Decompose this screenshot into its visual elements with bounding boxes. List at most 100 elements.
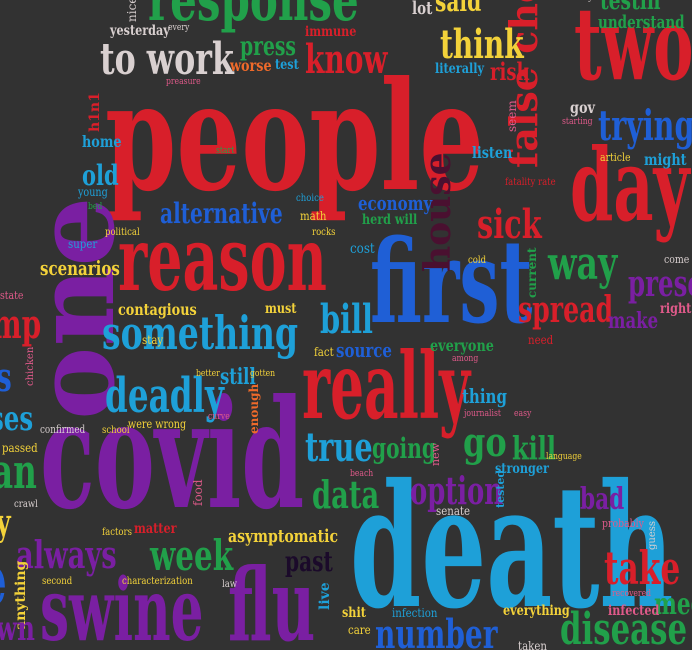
word-press: press: [240, 32, 296, 62]
word-starting: starting: [562, 117, 593, 127]
word-curve: curve: [208, 412, 230, 422]
word-passed: passed: [2, 441, 38, 455]
word-listen: listen: [472, 143, 513, 162]
word-trying: trying: [598, 101, 692, 150]
word-might: might: [644, 150, 687, 169]
word-contagious: contagious: [118, 300, 197, 319]
word-think: think: [440, 21, 524, 68]
word-immune: immune: [305, 24, 357, 40]
word-fragment-ses: ses: [0, 399, 34, 439]
word-always: always: [16, 532, 117, 577]
word-go: go: [463, 419, 507, 466]
word-beach: beach: [350, 469, 374, 479]
word-present: prese: [628, 263, 692, 305]
word-probably: probably: [602, 517, 644, 530]
word-deadly: deadly: [105, 368, 224, 424]
word-gotten: gotten: [250, 369, 276, 379]
word-understand: understand: [598, 12, 685, 33]
word-must: must: [265, 301, 297, 317]
word-first: first: [370, 215, 533, 350]
word-seem: seem: [505, 100, 519, 132]
word-chicken: chicken: [25, 346, 36, 386]
word-yesterday: yesterday: [110, 23, 170, 39]
word-med: med: [654, 587, 692, 622]
word-choice: choice: [296, 193, 324, 204]
word-test: test: [275, 57, 299, 73]
word-start: start: [216, 146, 235, 156]
word-characterization: characterization: [122, 576, 193, 587]
word-stay: stay: [142, 333, 164, 347]
word-fragment-mp: mp: [0, 301, 42, 348]
word-everyone: everyone: [430, 336, 494, 355]
word-fragment-y: y: [0, 505, 11, 541]
word-day: day: [570, 126, 690, 244]
word-still: still: [220, 364, 256, 390]
word-two: two: [574, 0, 692, 103]
word-make: make: [608, 308, 659, 334]
word-political: political: [105, 227, 140, 238]
word-take: take: [604, 541, 681, 595]
word-bad: bad: [580, 482, 625, 517]
word-response: response: [148, 0, 359, 35]
word-need: need: [528, 333, 554, 347]
word-way: way: [548, 236, 618, 290]
word-fragment-e: e: [0, 545, 7, 615]
word-language: language: [546, 452, 582, 462]
word-know: know: [305, 36, 388, 83]
word-literally: literally: [435, 61, 484, 77]
word-shit: shit: [342, 605, 366, 621]
word-worse: worse: [230, 56, 272, 75]
word-economy: economy: [358, 191, 433, 215]
word-week: week: [150, 531, 234, 580]
word-alternative: alternative: [160, 197, 283, 230]
word-everything: everything: [503, 603, 570, 619]
word-among: among: [452, 354, 479, 364]
word-enough: enough: [247, 383, 261, 434]
word-going: going: [372, 432, 436, 465]
word-school: school: [102, 425, 130, 436]
word-article: article: [600, 151, 631, 164]
word-current: current: [525, 247, 539, 298]
word-nice: nice: [125, 0, 139, 22]
word-to-work: to work: [100, 34, 234, 85]
word-number: number: [375, 611, 498, 650]
word-option: option: [410, 468, 504, 513]
word-bill: bill: [320, 296, 373, 343]
word-something: something: [102, 306, 299, 360]
word-young: young: [78, 185, 108, 199]
word-covid: covid: [40, 367, 305, 543]
word-stronger: stronger: [495, 461, 549, 477]
word-cold: cold: [468, 255, 487, 266]
word-past: past: [285, 545, 333, 578]
word-kill: kill: [512, 429, 556, 467]
word-swine: swine: [40, 560, 204, 650]
word-risk: risk: [490, 57, 529, 86]
word-source: source: [336, 338, 392, 362]
word-thing: thing: [462, 384, 507, 408]
word-h1n1: h1n1: [87, 92, 103, 132]
word-gov: gov: [570, 98, 595, 117]
word-scenarios: scenarios: [40, 256, 120, 280]
word-factors: factors: [102, 527, 132, 538]
word-taken: taken: [518, 639, 547, 650]
word-guess: guess: [647, 520, 658, 550]
word-crawl: crawl: [14, 499, 38, 510]
word-lot: lot: [412, 0, 433, 19]
word-home: home: [82, 132, 122, 151]
word-cost: cost: [350, 241, 375, 257]
word-really: really: [302, 332, 471, 440]
word-exactly: exactly: [565, 0, 593, 3]
word-state: state: [0, 289, 24, 302]
word-reason: reason: [118, 207, 327, 311]
word-right: right: [660, 301, 692, 317]
word-fact: fact: [314, 345, 334, 359]
word-confirmed: confirmed: [40, 423, 86, 436]
word-easy: easy: [514, 409, 532, 419]
word-flu: flu: [228, 546, 316, 650]
word-better: better: [196, 369, 220, 379]
word-care: care: [348, 623, 371, 637]
word-matter: matter: [134, 521, 177, 537]
word-fatality-rate: fatality rate: [505, 177, 556, 188]
word-every: every: [168, 23, 190, 33]
word-disease: disease: [560, 604, 688, 650]
